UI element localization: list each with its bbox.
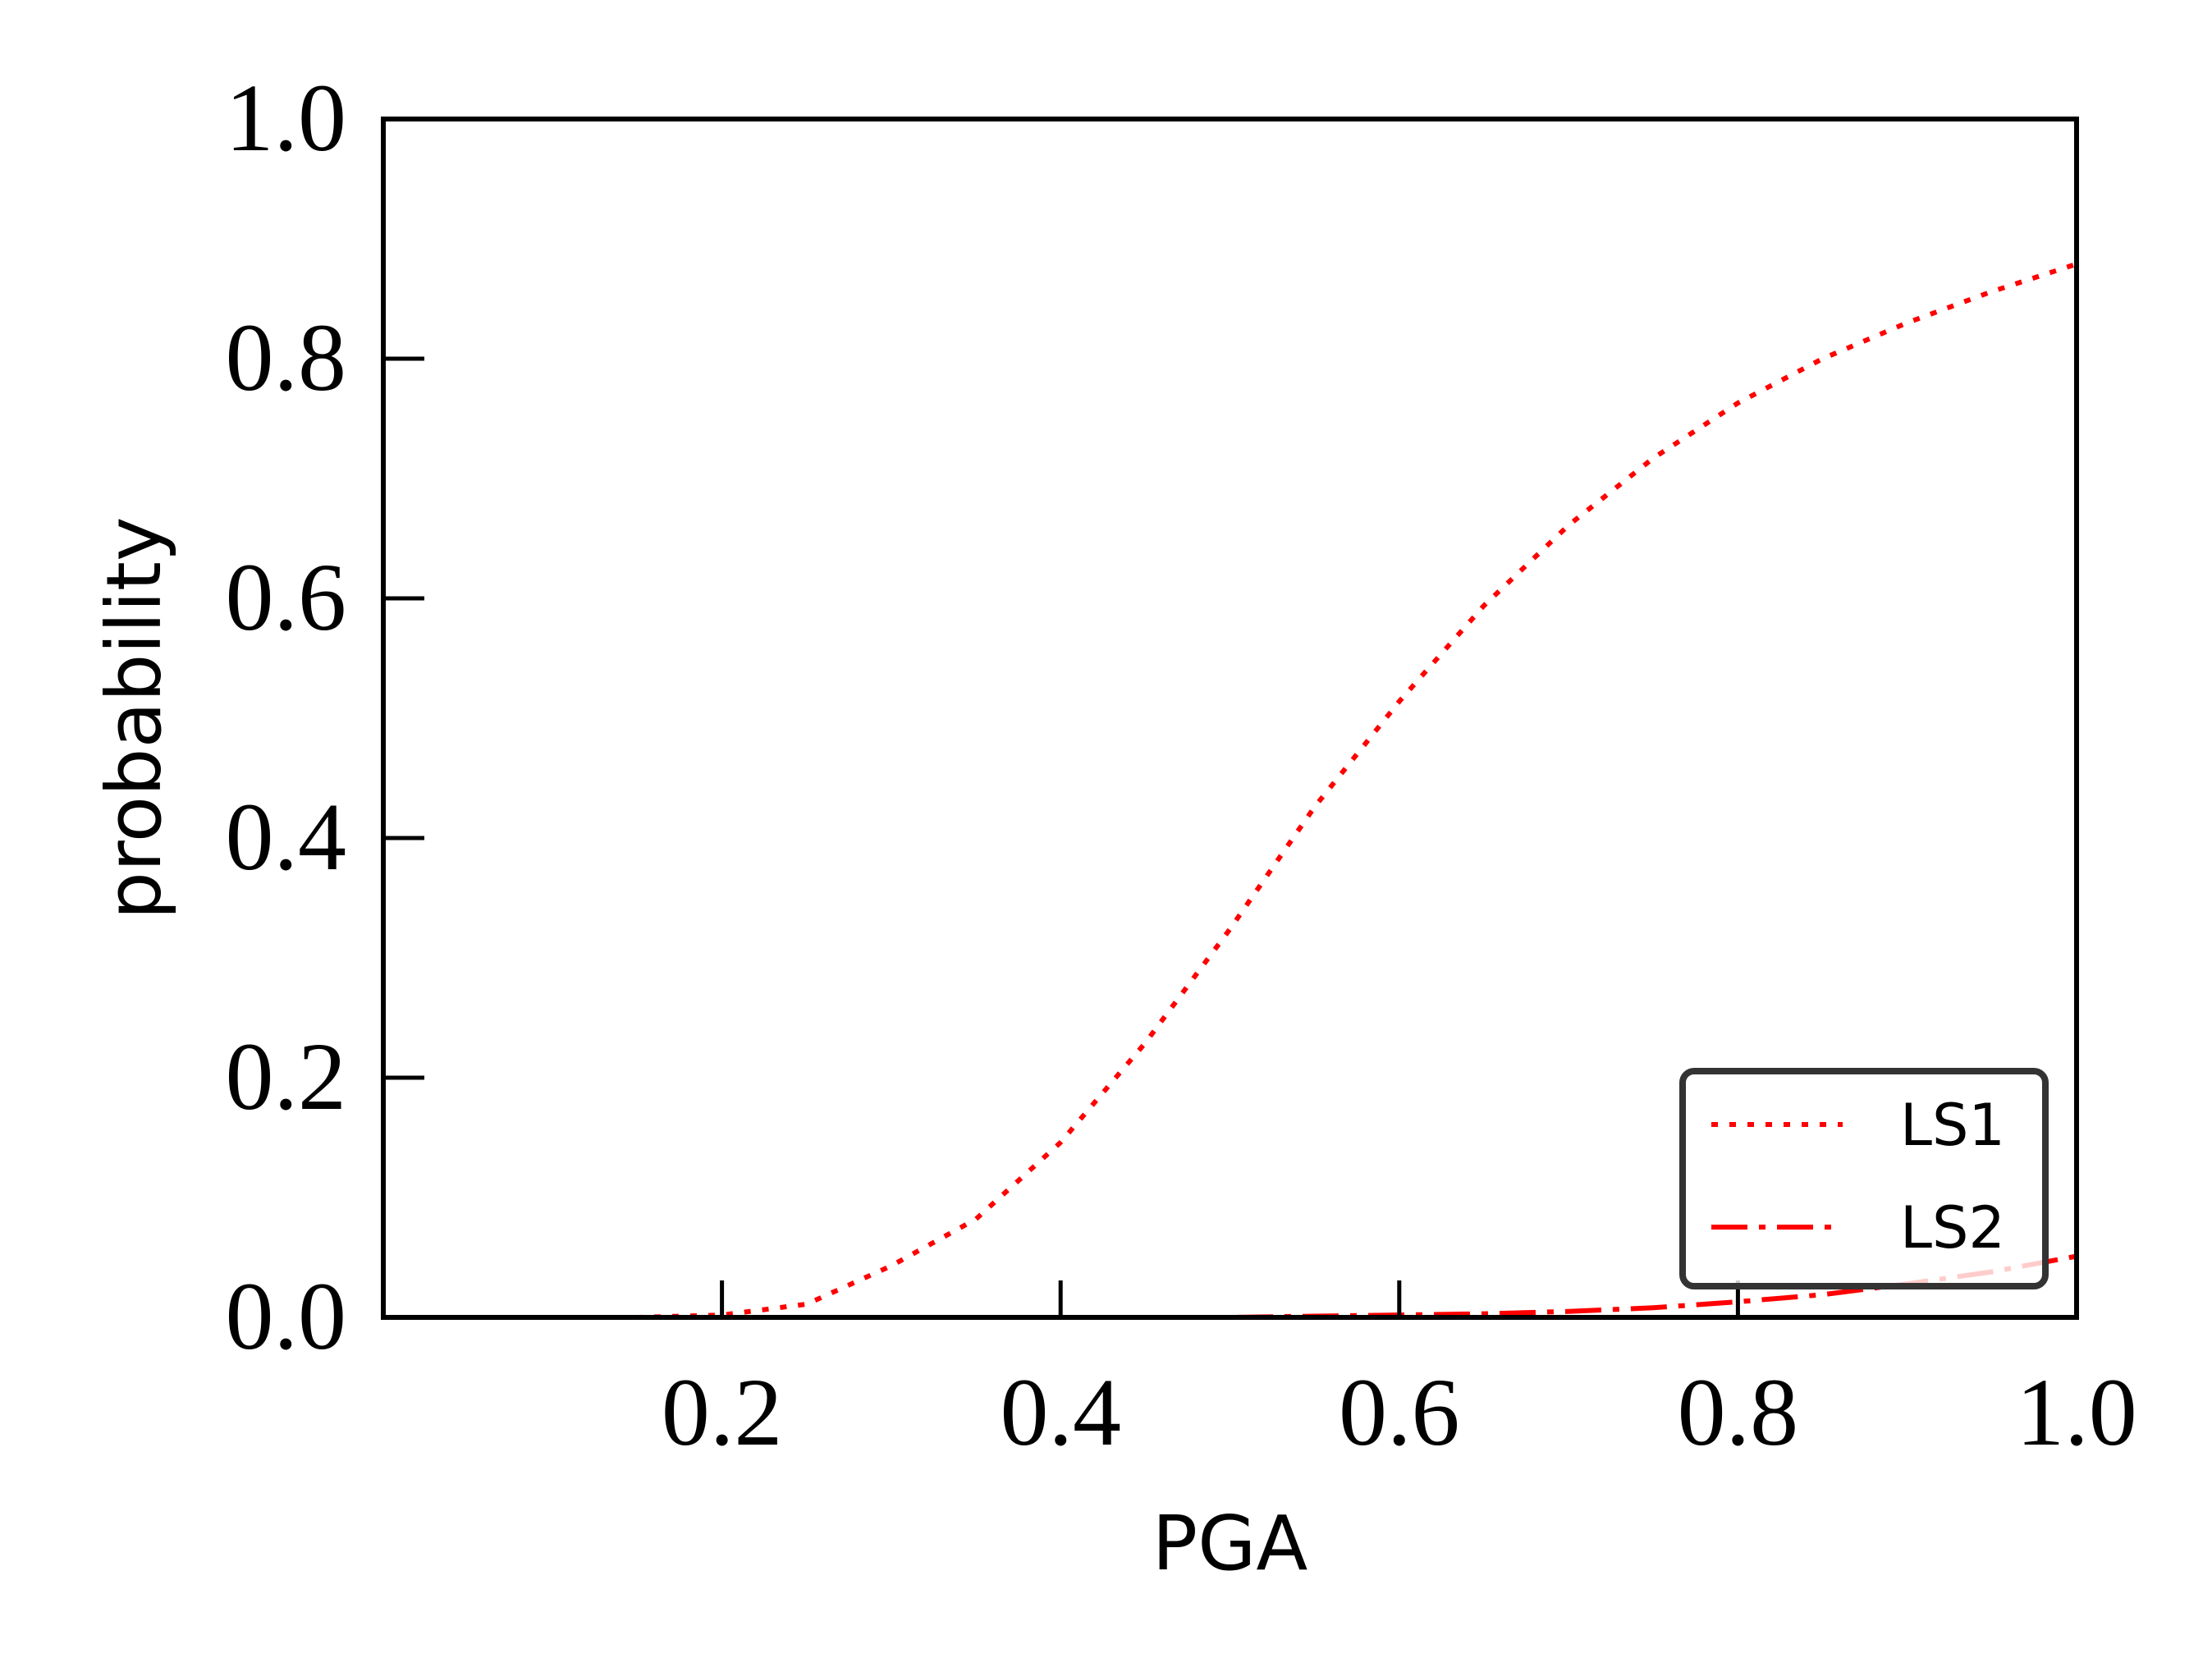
y-tick-label: 0.0	[226, 1262, 347, 1370]
legend-box	[1679, 1068, 2049, 1289]
y-axis-title: probability	[90, 517, 178, 920]
ticks-layer: 0.2 0.4 0.6 0.8 1.0 0.0 0.2 0.4 0.6 0.8 1.0	[226, 64, 2137, 1466]
y-tick-label: 0.8	[226, 304, 347, 411]
y-tick-label: 1.0	[226, 64, 347, 172]
y-tick-label: 0.4	[226, 783, 347, 891]
y-tick-label: 0.6	[226, 543, 347, 651]
x-tick-label: 0.4	[1000, 1358, 1121, 1466]
x-tick-label: 0.6	[1339, 1358, 1460, 1466]
x-tick-label: 0.2	[662, 1358, 783, 1466]
x-tick-label: 0.8	[1678, 1358, 1799, 1466]
x-tick-label: 1.0	[2016, 1358, 2137, 1466]
legend-label-ls1: LS1	[1900, 1092, 2005, 1159]
x-axis-title: PGA	[1152, 1500, 1308, 1587]
legend-label-ls2: LS2	[1900, 1194, 2005, 1262]
y-tick-label: 0.2	[226, 1023, 347, 1130]
legend: LS1 LS2	[1679, 1068, 2049, 1289]
axes-frame	[381, 117, 2079, 1320]
